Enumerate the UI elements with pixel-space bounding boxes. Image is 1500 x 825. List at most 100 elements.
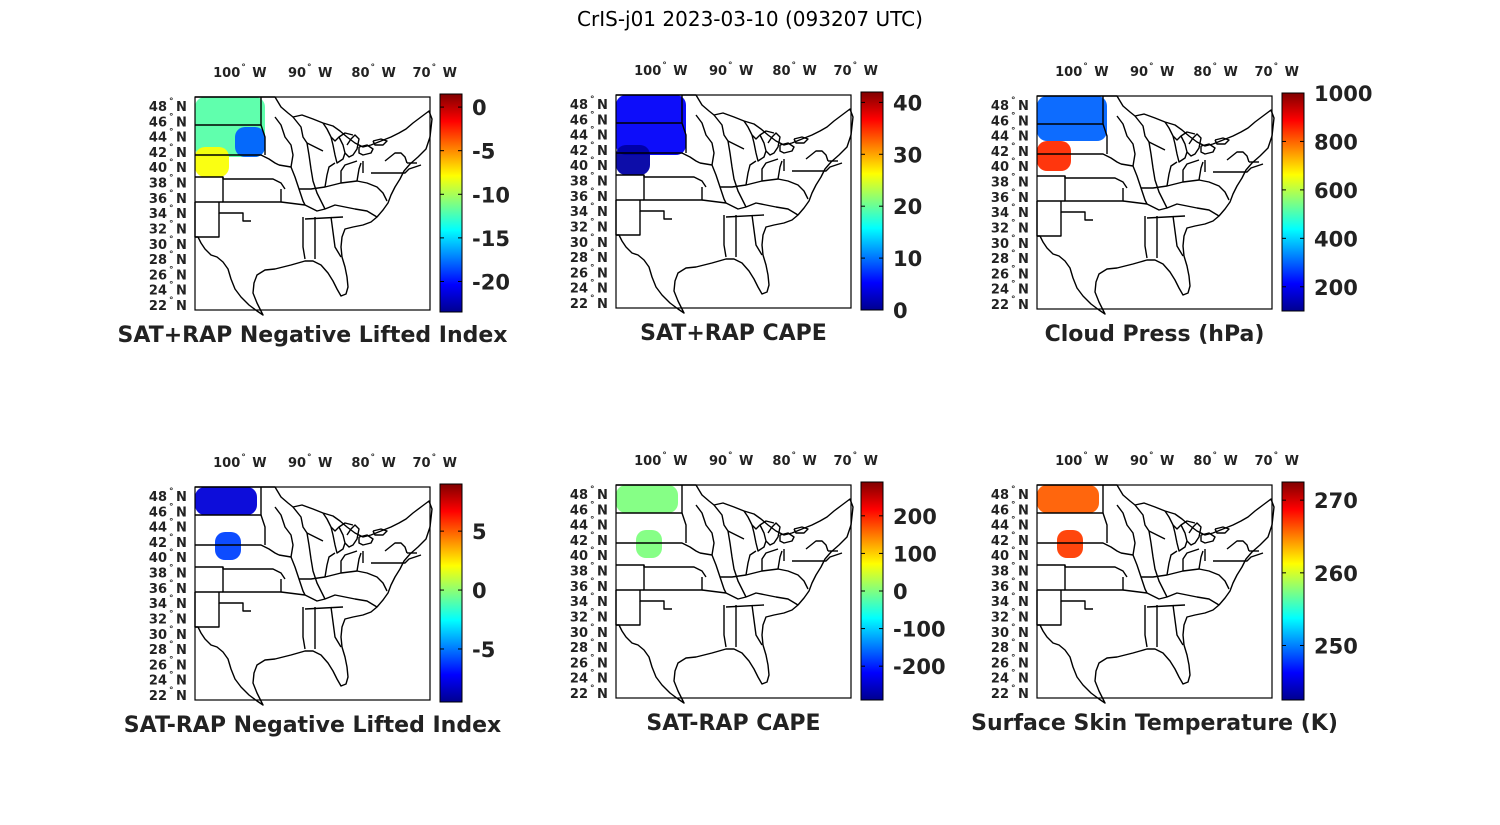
lat-degree-symbol: ° [169, 235, 174, 245]
lat-degree-symbol: ° [169, 655, 174, 665]
panel-title: SAT-RAP Negative Lifted Index [124, 713, 501, 738]
lat-hemisphere-label: N [176, 658, 187, 673]
lat-degree-symbol: ° [590, 141, 595, 151]
lat-degree-symbol: ° [1011, 531, 1016, 541]
lat-hemisphere-label: N [1018, 687, 1029, 702]
lat-degree-symbol: ° [1011, 485, 1016, 495]
lat-tick-label: 46 [570, 113, 588, 128]
map-frame [194, 96, 431, 311]
lat-degree-symbol: ° [590, 500, 595, 510]
lat-tick-label: 24 [570, 672, 588, 687]
lat-tick-label: 44 [991, 130, 1009, 145]
lat-degree-symbol: ° [590, 577, 595, 587]
lat-tick-label: 32 [570, 220, 588, 235]
lon-tick-label: 90 [709, 454, 727, 469]
lat-degree-symbol: ° [169, 296, 174, 306]
lat-tick-label: 42 [149, 146, 167, 161]
lat-tick-label: 22 [991, 687, 1009, 702]
lon-degree-symbol: ° [728, 61, 733, 71]
lat-tick-label: 36 [570, 580, 588, 595]
lat-hemisphere-label: N [1018, 160, 1029, 175]
lon-degree-symbol: ° [792, 61, 797, 71]
map-frame [615, 484, 852, 699]
lat-tick-label: 36 [991, 580, 1009, 595]
lat-degree-symbol: ° [169, 189, 174, 199]
colorbar-tick-label: 200 [893, 505, 937, 529]
lat-tick-label: 40 [570, 159, 588, 174]
lat-hemisphere-label: N [176, 628, 187, 643]
lat-degree-symbol: ° [1011, 203, 1016, 213]
lat-tick-label: 34 [991, 206, 1009, 221]
lon-hemisphere-label: W [739, 64, 753, 79]
colorbar-tick-label: 1000 [1314, 82, 1372, 106]
colorbar-tick-label: 100 [893, 542, 937, 566]
lat-hemisphere-label: N [1018, 534, 1029, 549]
lat-hemisphere-label: N [597, 220, 608, 235]
lon-tick-label: 80 [1193, 454, 1211, 469]
lon-tick-label: 100 [634, 64, 661, 79]
lat-degree-symbol: ° [169, 594, 174, 604]
lat-degree-symbol: ° [169, 174, 174, 184]
data-field-region [195, 487, 257, 515]
data-field-region [1037, 485, 1099, 513]
lon-degree-symbol: ° [853, 451, 858, 461]
lat-tick-label: 40 [991, 160, 1009, 175]
lon-degree-symbol: ° [1149, 451, 1154, 461]
lat-degree-symbol: ° [1011, 127, 1016, 137]
lat-tick-label: 26 [991, 656, 1009, 671]
lat-degree-symbol: ° [1011, 142, 1016, 152]
lat-hemisphere-label: N [176, 222, 187, 237]
lat-tick-label: 36 [149, 192, 167, 207]
lat-hemisphere-label: N [176, 490, 187, 505]
lat-hemisphere-label: N [176, 674, 187, 689]
lon-hemisphere-label: W [1285, 65, 1299, 80]
state-boundaries [615, 484, 854, 704]
lat-hemisphere-label: N [1018, 130, 1029, 145]
colorbar-tick-label: 250 [1314, 635, 1358, 659]
map-panel-6: 100 ° W 90 ° W 80 ° W 70 ° W48 ° N46 ° N44 ° N42 ° N40 ° N38 °… [971, 451, 1358, 736]
lat-hemisphere-label: N [1018, 206, 1029, 221]
lat-tick-label: 38 [149, 567, 167, 582]
lon-hemisphere-label: W [1094, 65, 1108, 80]
lat-degree-symbol: ° [590, 531, 595, 541]
lat-tick-label: 32 [991, 221, 1009, 236]
lat-hemisphere-label: N [1018, 610, 1029, 625]
lat-hemisphere-label: N [597, 144, 608, 159]
lon-tick-label: 100 [1055, 65, 1082, 80]
panel-title: SAT-RAP CAPE [646, 711, 820, 736]
colorbar [439, 93, 463, 313]
lat-tick-label: 36 [149, 582, 167, 597]
lat-degree-symbol: ° [169, 518, 174, 528]
lat-hemisphere-label: N [176, 253, 187, 268]
lat-degree-symbol: ° [169, 548, 174, 558]
lat-degree-symbol: ° [590, 623, 595, 633]
lon-degree-symbol: ° [853, 61, 858, 71]
lat-degree-symbol: ° [590, 187, 595, 197]
lat-hemisphere-label: N [1018, 580, 1029, 595]
lon-tick-label: 100 [634, 454, 661, 469]
lat-tick-label: 34 [149, 597, 167, 612]
lat-degree-symbol: ° [1011, 516, 1016, 526]
panel-title: SAT+RAP CAPE [640, 321, 827, 346]
lat-hemisphere-label: N [597, 251, 608, 266]
lon-tick-label: 90 [288, 66, 306, 81]
lat-hemisphere-label: N [176, 131, 187, 146]
lat-hemisphere-label: N [1018, 519, 1029, 534]
lon-degree-symbol: ° [371, 63, 376, 73]
lat-hemisphere-label: N [597, 488, 608, 503]
lat-hemisphere-label: N [1018, 237, 1029, 252]
lat-hemisphere-label: N [597, 610, 608, 625]
lat-tick-label: 40 [991, 549, 1009, 564]
lat-hemisphere-label: N [1018, 145, 1029, 160]
lat-hemisphere-label: N [1018, 503, 1029, 518]
lat-hemisphere-label: N [597, 236, 608, 251]
lat-degree-symbol: ° [1011, 500, 1016, 510]
lat-degree-symbol: ° [590, 95, 595, 105]
colorbar-tick-label: 5 [472, 520, 487, 544]
lon-tick-label: 80 [351, 66, 369, 81]
data-field-region [616, 145, 650, 175]
data-field-region [215, 532, 241, 560]
lon-tick-label: 80 [772, 454, 790, 469]
map-frame [194, 486, 431, 701]
lat-degree-symbol: ° [1011, 638, 1016, 648]
